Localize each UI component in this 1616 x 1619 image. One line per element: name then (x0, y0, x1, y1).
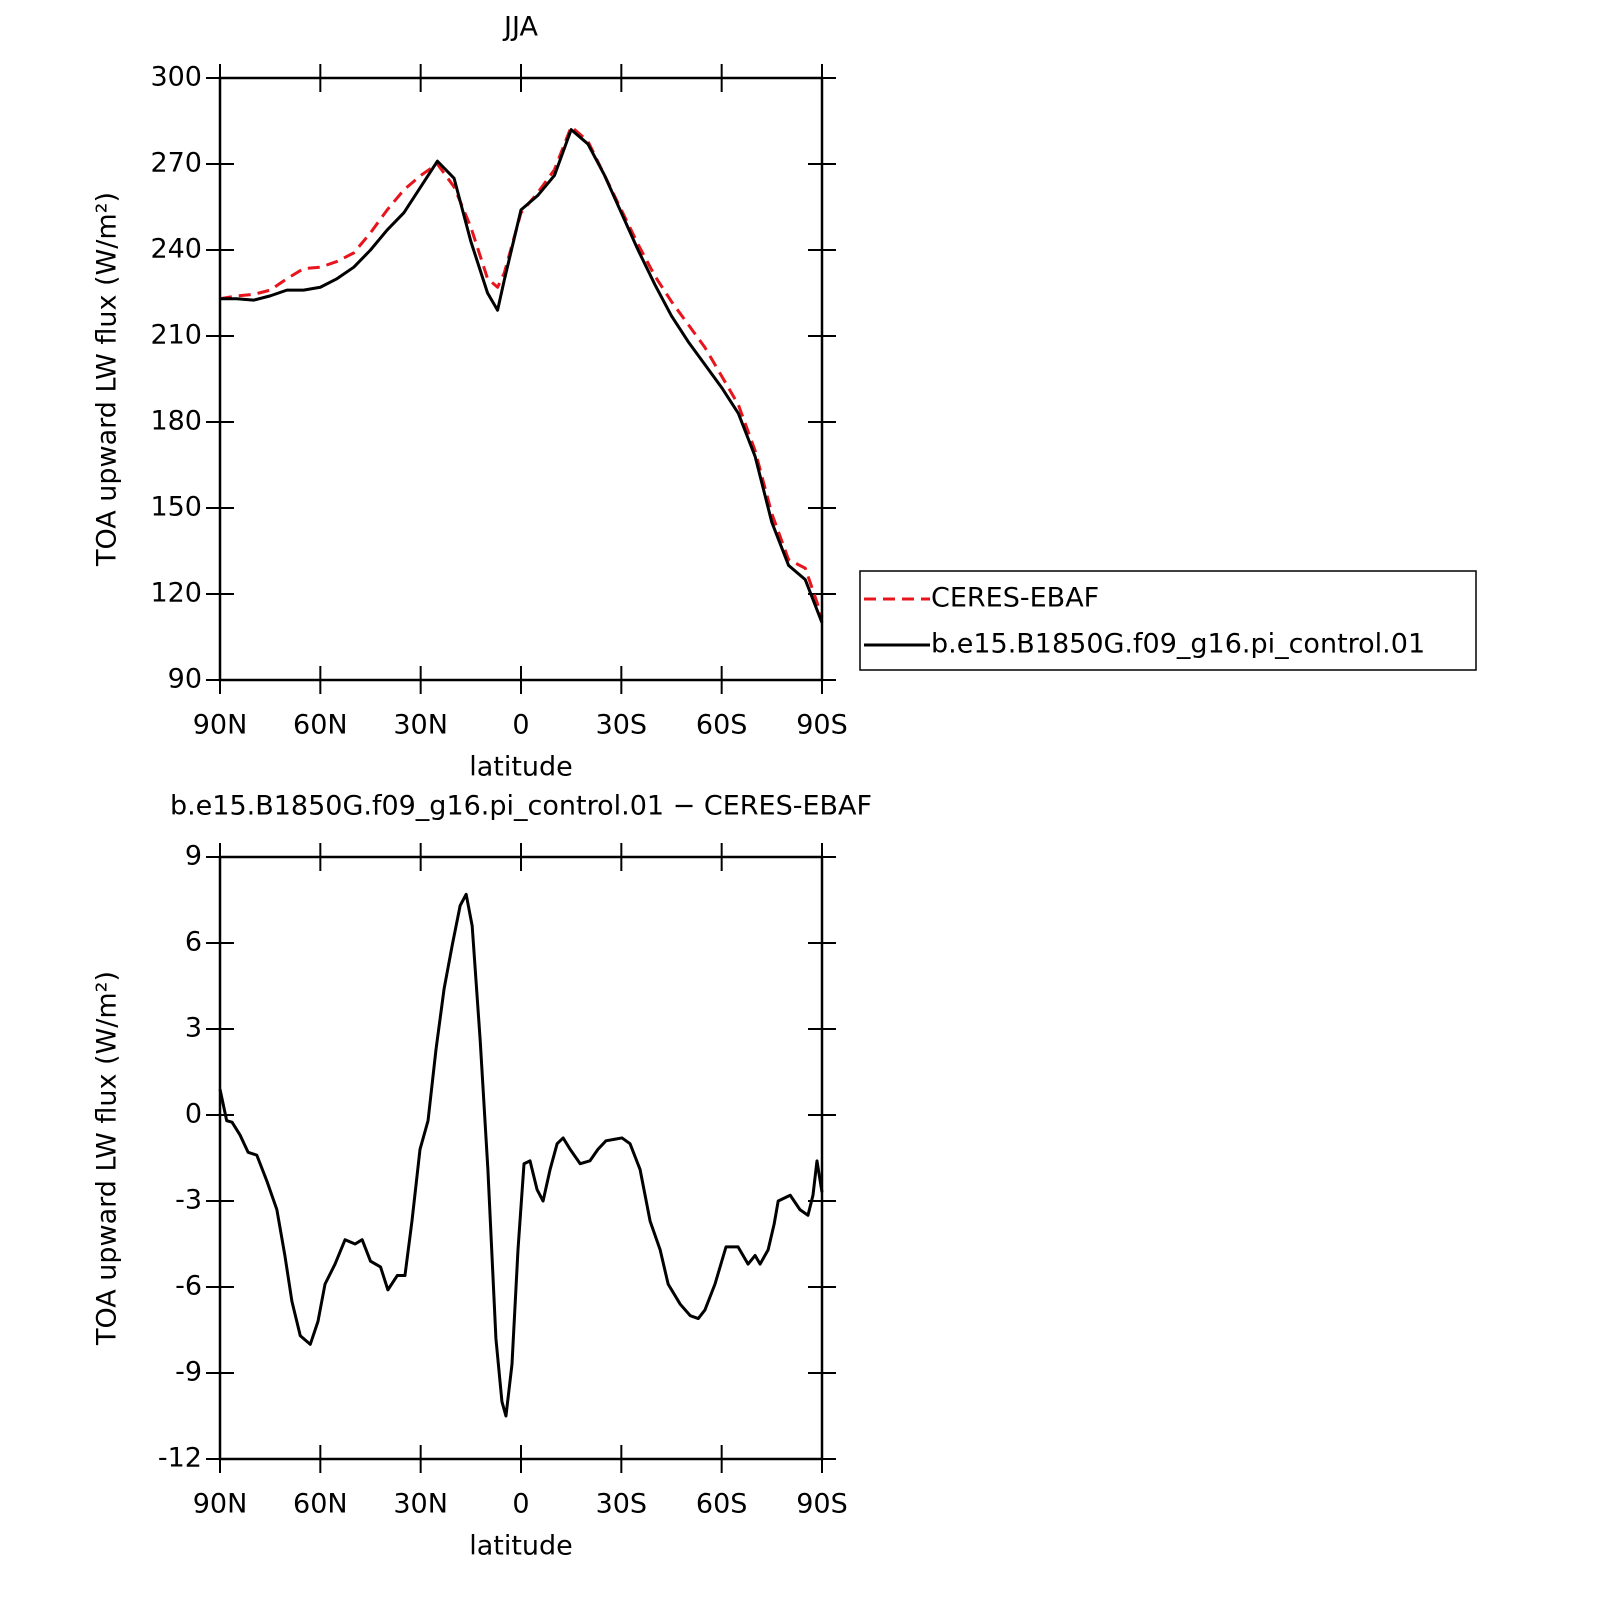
x-tick-label: 0 (512, 710, 529, 741)
y-tick-label: 3 (185, 1013, 202, 1044)
y-tick-label: 180 (150, 406, 202, 437)
data-line (220, 128, 824, 624)
x-axis-label: latitude (469, 1531, 573, 1562)
y-tick-label: 6 (185, 927, 202, 958)
x-tick-label: 0 (512, 1489, 529, 1520)
y-tick-label: 0 (185, 1099, 202, 1130)
x-tick-label: 60S (696, 1489, 748, 1520)
y-tick-label: 210 (150, 320, 202, 351)
y-tick-label: 9 (185, 841, 202, 872)
x-tick-label: 30N (393, 1489, 448, 1520)
legend-label: CERES-EBAF (931, 583, 1099, 614)
x-tick-label: 60S (696, 710, 748, 741)
y-axis-label: TOA upward LW flux (W/m²) (92, 192, 123, 567)
x-tick-label: 30N (393, 710, 448, 741)
y-tick-label: 90 (168, 664, 202, 695)
y-tick-label: -9 (175, 1357, 202, 1388)
x-tick-label: 30S (596, 710, 648, 741)
y-tick-label: -12 (158, 1443, 202, 1474)
y-tick-label: 240 (150, 234, 202, 265)
data-line (218, 892, 824, 1418)
x-tick-label: 30S (596, 1489, 648, 1520)
y-tick-label: 300 (150, 62, 202, 93)
plot-frame (218, 855, 824, 1461)
x-tick-label: 90S (796, 710, 848, 741)
x-tick-label: 60N (293, 710, 348, 741)
legend-label: b.e15.B1850G.f09_g16.pi_control.01 (931, 629, 1425, 660)
legend-box (859, 570, 1477, 671)
y-axis-label: TOA upward LW flux (W/m²) (92, 971, 123, 1346)
x-tick-label: 90S (796, 1489, 848, 1520)
y-tick-label: 150 (150, 492, 202, 523)
y-tick-label: 120 (150, 578, 202, 609)
x-axis-label: latitude (469, 752, 573, 783)
plot-frame (218, 76, 824, 682)
data-line (219, 125, 824, 618)
x-tick-label: 60N (293, 1489, 348, 1520)
y-tick-label: 270 (150, 148, 202, 179)
y-tick-label: -3 (175, 1185, 202, 1216)
x-tick-label: 90N (193, 710, 248, 741)
chart-title: JJA (502, 12, 538, 43)
y-tick-label: -6 (175, 1271, 202, 1302)
x-tick-label: 90N (193, 1489, 248, 1520)
chart-title: b.e15.B1850G.f09_g16.pi_control.01 − CER… (170, 791, 872, 822)
